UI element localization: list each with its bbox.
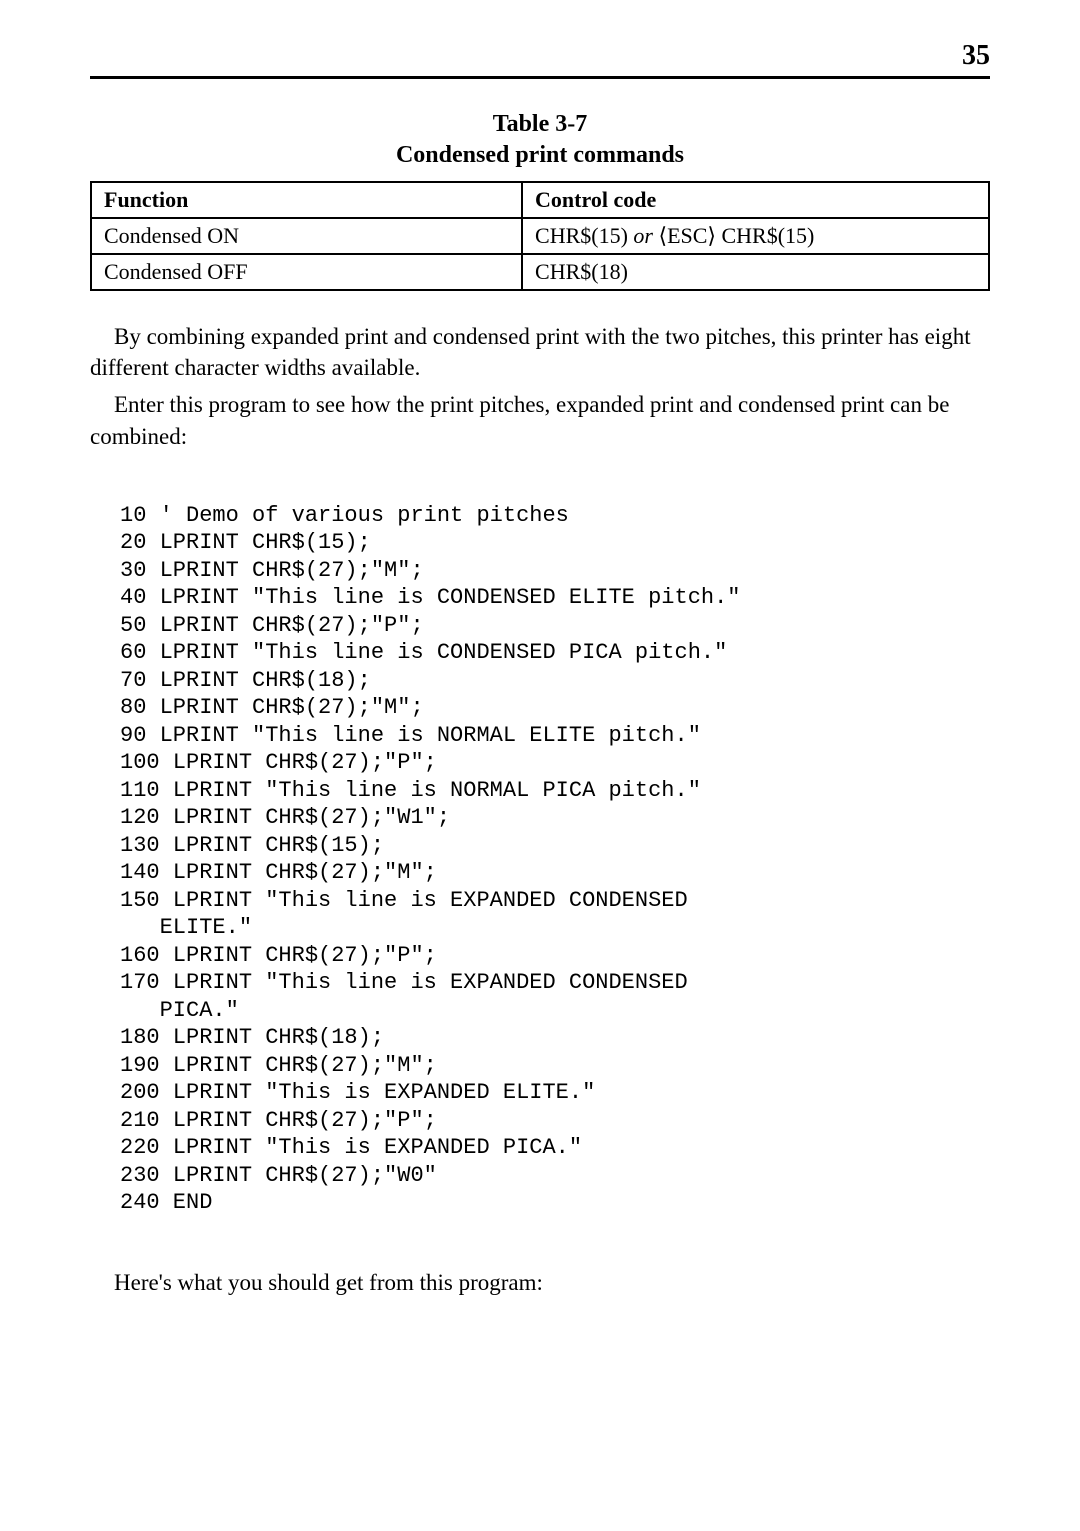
- body-paragraph-1: By combining expanded print and condense…: [90, 321, 990, 383]
- closing-paragraph: Here's what you should get from this pro…: [90, 1267, 990, 1298]
- table-cell-code: CHR$(18): [522, 254, 989, 290]
- code-prefix: CHR$(18): [535, 259, 628, 284]
- code-or: or: [633, 223, 653, 248]
- table-cell-function: Condensed ON: [91, 218, 522, 254]
- table-header-function: Function: [91, 182, 522, 218]
- table-header-control-code: Control code: [522, 182, 989, 218]
- table-cell-code: CHR$(15) or ⟨ESC⟩ CHR$(15): [522, 218, 989, 254]
- table-row: Condensed OFF CHR$(18): [91, 254, 989, 290]
- table-header-row: Function Control code: [91, 182, 989, 218]
- body-paragraph-2: Enter this program to see how the print …: [90, 389, 990, 451]
- table-caption-line2: Condensed print commands: [396, 142, 684, 168]
- code-listing: 10 ' Demo of various print pitches 20 LP…: [120, 502, 990, 1217]
- table-caption-line1: Table 3-7: [493, 111, 587, 137]
- table-cell-function: Condensed OFF: [91, 254, 522, 290]
- page-number: 35: [90, 40, 990, 79]
- commands-table: Function Control code Condensed ON CHR$(…: [90, 181, 990, 291]
- code-mid: ⟨ESC⟩ CHR$(15): [653, 223, 814, 248]
- table-caption: Table 3-7 Condensed print commands: [90, 109, 990, 171]
- table-row: Condensed ON CHR$(15) or ⟨ESC⟩ CHR$(15): [91, 218, 989, 254]
- code-prefix: CHR$(15): [535, 223, 633, 248]
